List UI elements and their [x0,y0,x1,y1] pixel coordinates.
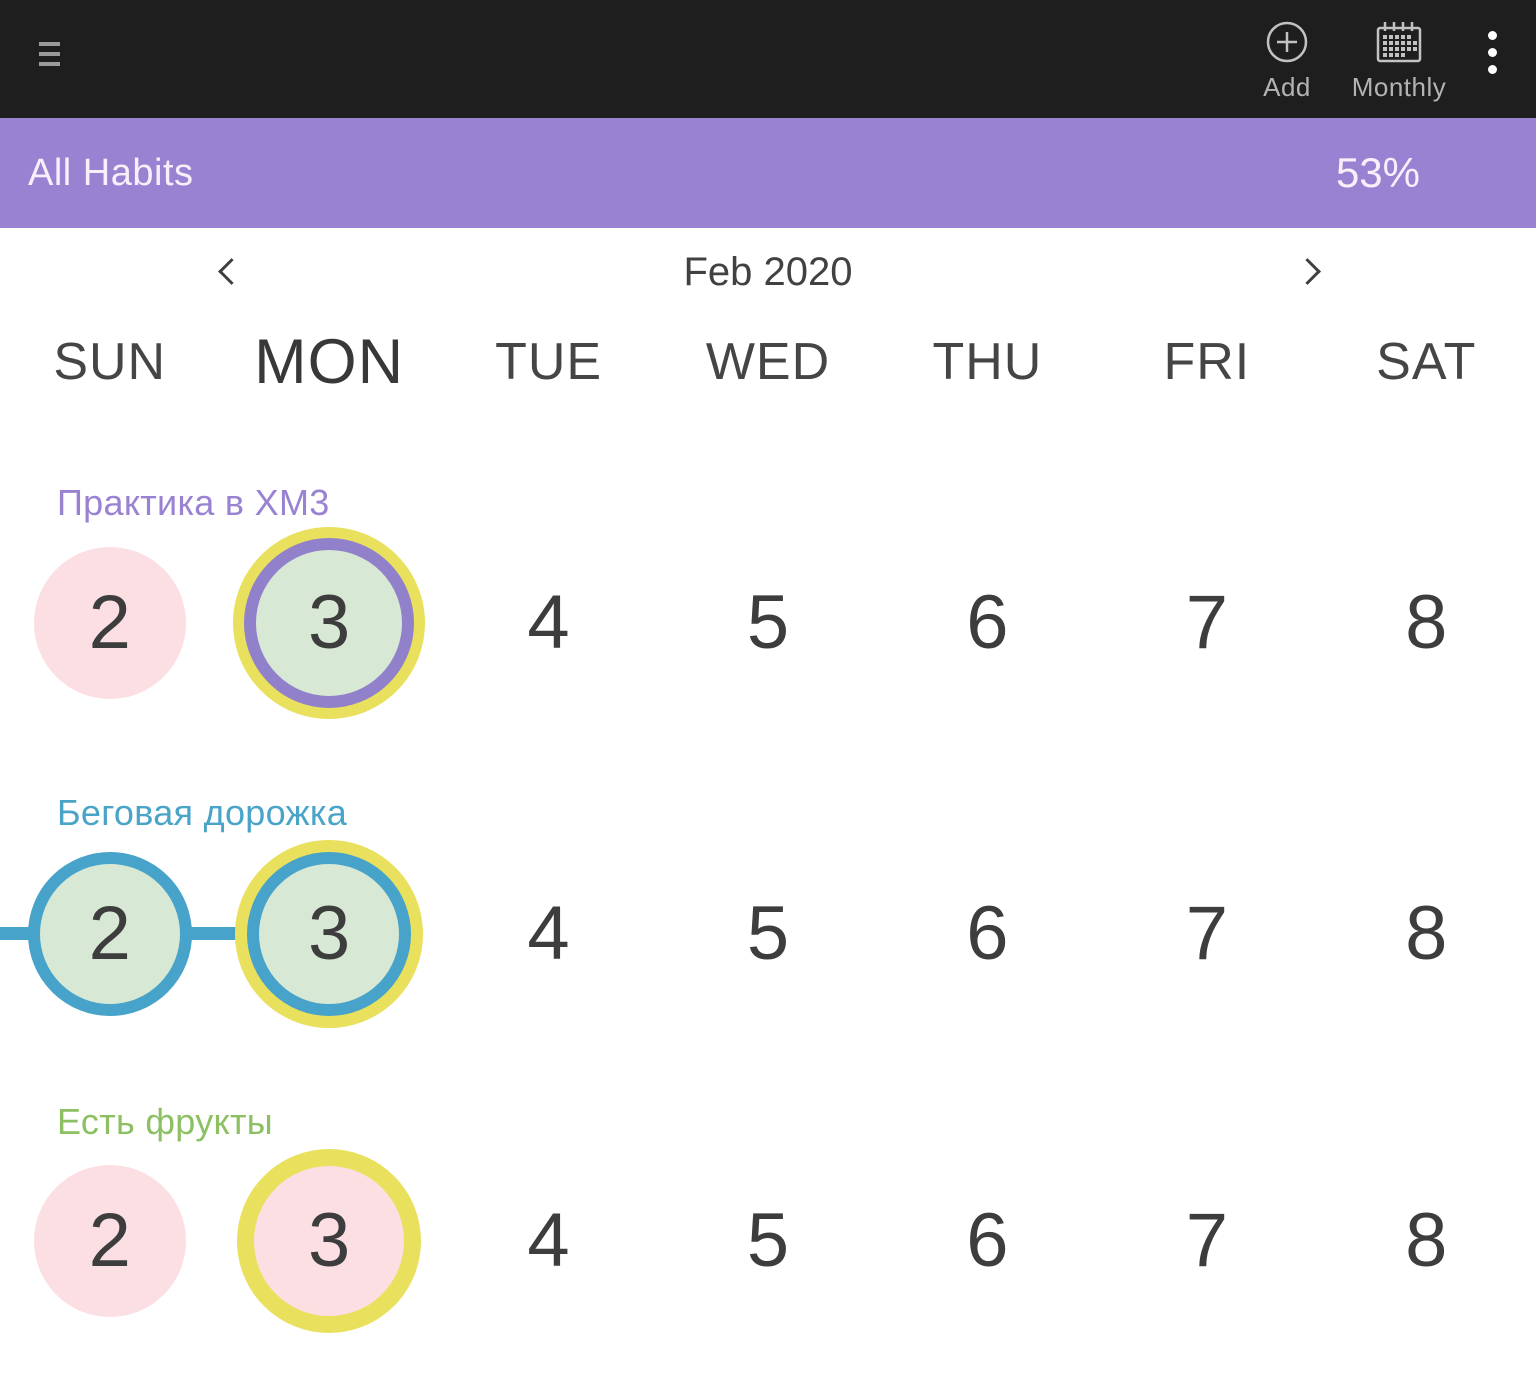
day-cell[interactable]: 6 [966,580,1009,665]
day-cell[interactable]: 6 [966,1198,1009,1283]
plus-circle-icon [1247,20,1327,69]
month-title: Feb 2020 [683,249,853,294]
app-bar: Add Monthly [0,0,1536,118]
next-month-button[interactable] [1294,260,1318,284]
weekday-tue: TUE [495,333,603,391]
day-cell[interactable]: 4 [527,1198,570,1283]
month-header: Feb 2020 [0,228,1536,316]
weekday-wed: WED [705,333,831,391]
habit-row-days: 2 3 4 5 6 7 8 [0,523,1536,723]
add-button-label: Add [1263,72,1311,102]
monthly-button-label: Monthly [1351,72,1447,102]
weekday-sat: SAT [1376,333,1477,391]
all-habits-summary-bar[interactable]: All Habits 53% [0,118,1536,228]
day-cell[interactable]: 5 [746,1198,790,1283]
habit-day-done-circle: 2 [27,852,192,1016]
hamburger-menu-icon[interactable] [39,42,61,72]
day-cell[interactable]: 2 [0,523,219,723]
day-cell[interactable]: 5 [746,580,790,665]
weekday-thu: THU [932,333,1043,391]
habit-day-done-today-circle: 3 [244,538,415,708]
habit-row-days: 2 3 4 5 6 7 8 [0,834,1536,1034]
add-button[interactable]: Add [1247,20,1327,103]
day-cell[interactable]: 3 [219,523,438,723]
day-cell[interactable]: 2 [0,834,219,1034]
day-cell[interactable]: 6 [966,891,1009,976]
day-cell[interactable]: 8 [1405,1198,1448,1283]
summary-title: All Habits [28,151,194,194]
day-cell[interactable]: 7 [1185,1198,1228,1283]
weekday-fri: FRI [1163,333,1251,391]
monthly-view-button[interactable]: Monthly [1347,20,1451,103]
habit-day-missed-today-circle: 3 [237,1149,422,1333]
habit-day-missed-circle: 2 [33,1165,186,1317]
day-cell[interactable]: 7 [1185,580,1228,665]
habit-name-praktika[interactable]: Практика в ХМ3 [57,482,330,523]
day-cell[interactable]: 2 [0,1141,219,1341]
weekday-sun: SUN [53,333,167,391]
weekday-mon-today: MON [254,327,405,397]
habit-row-days: 2 3 4 5 6 7 8 [0,1141,1536,1341]
day-cell[interactable]: 7 [1185,891,1228,976]
day-cell[interactable]: 5 [746,891,790,976]
day-cell[interactable]: 4 [527,580,570,665]
weekday-header: SUN MON TUE WED THU FRI SAT [0,316,1536,408]
day-cell[interactable]: 8 [1405,891,1448,976]
habit-day-done-today-circle: 3 [247,852,412,1016]
summary-percent: 53% [1335,149,1420,196]
day-cell[interactable]: 3 [219,1141,438,1341]
day-cell[interactable]: 4 [527,891,570,976]
day-cell[interactable]: 3 [219,834,438,1034]
overflow-menu-icon[interactable] [1484,31,1500,81]
habit-day-missed-circle: 2 [33,547,186,699]
day-cell[interactable]: 8 [1405,580,1448,665]
habit-name-frukty[interactable]: Есть фрукты [57,1101,273,1142]
calendar-icon [1347,20,1451,69]
habit-name-begovaya[interactable]: Беговая дорожка [57,792,348,833]
